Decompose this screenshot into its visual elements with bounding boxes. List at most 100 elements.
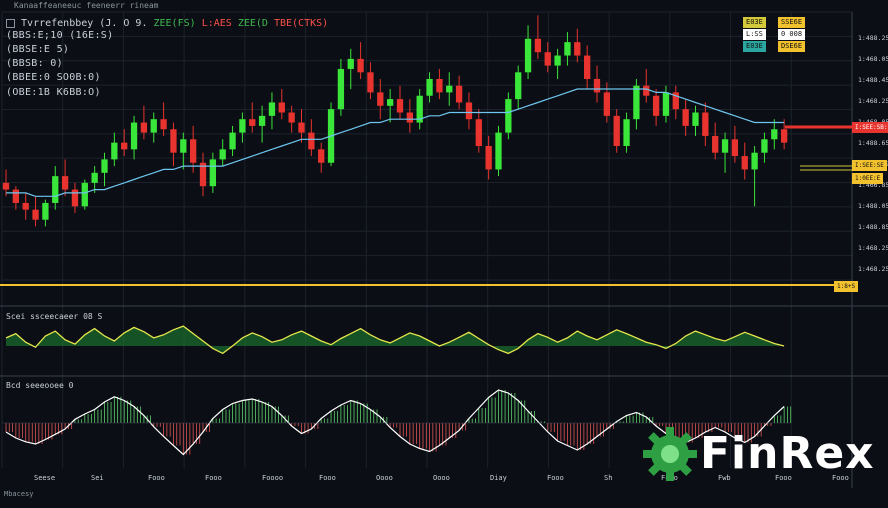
x-tick-label: Oooo <box>376 474 393 482</box>
y-tick-label: 1:468.25 <box>858 244 888 252</box>
candle-body <box>613 115 620 146</box>
candle-body <box>652 95 660 116</box>
candle-body <box>308 132 315 150</box>
y-tick-label: 1:488.25 <box>858 34 888 42</box>
candle-body <box>61 176 69 190</box>
x-tick-label: Fooo <box>205 474 222 482</box>
candle-body <box>593 79 601 93</box>
candle-body <box>633 85 640 120</box>
candle-body <box>386 99 394 106</box>
legend-square-icon <box>6 18 15 28</box>
y-tick-label: 1:488.85 <box>858 223 888 231</box>
legend-box: 0 008 <box>778 29 806 40</box>
candle-body <box>52 176 59 203</box>
candle-body <box>524 38 532 73</box>
candle-body <box>534 38 542 53</box>
candle-body <box>436 79 443 93</box>
candle-body <box>150 119 157 133</box>
candle-body <box>396 99 404 113</box>
candle-body <box>672 92 679 110</box>
candle-body <box>712 135 719 153</box>
candle-body <box>140 122 148 133</box>
candle-body <box>426 79 433 96</box>
info-line: (BBS:E;10 (16E:S) <box>6 30 114 41</box>
candle-body <box>249 119 256 126</box>
candle-body <box>81 182 88 207</box>
candle-body <box>268 102 276 116</box>
candle-body <box>239 119 246 133</box>
candle-body <box>219 149 226 160</box>
candle-body <box>416 95 423 123</box>
oscillator-1-label: Scei ssceecaeer 08 S <box>6 312 103 321</box>
candle-body <box>603 92 611 116</box>
oscillator-1-line <box>5 325 785 355</box>
candle-body <box>377 92 384 106</box>
candle-body <box>583 55 591 79</box>
candle-body <box>318 149 325 163</box>
candle-body <box>741 156 748 170</box>
x-tick-label: Sei <box>91 474 104 482</box>
x-tick-label: Sh <box>604 474 612 482</box>
candle-body <box>367 72 374 93</box>
candle-body <box>475 119 482 146</box>
legend-box: SSE6E <box>778 17 806 28</box>
candle-body <box>170 129 177 153</box>
candle-body <box>406 112 414 123</box>
candle-body <box>209 159 217 187</box>
header-value: ZEE(D <box>237 18 268 29</box>
candle-body <box>515 72 522 100</box>
candle-body <box>189 139 197 163</box>
x-tick-label: Diay <box>490 474 507 482</box>
candle-body <box>229 132 236 150</box>
x-tick-label: Fooo <box>775 474 792 482</box>
candle-body <box>702 112 709 136</box>
candle-body <box>357 58 364 73</box>
candle-body <box>564 42 571 56</box>
candle-body <box>160 119 167 130</box>
candle-body <box>643 85 650 96</box>
candle-body <box>288 112 295 123</box>
y-tick-label: 1:466.85 <box>858 181 888 189</box>
candle-body <box>485 146 492 170</box>
candle-body <box>554 55 561 66</box>
candle-body <box>258 115 266 126</box>
moving-average-line <box>6 88 785 197</box>
oscillator-2-label: Bcd seeeooee 0 <box>6 381 74 390</box>
candle-body <box>574 42 581 56</box>
header-value: L:AES <box>201 18 232 29</box>
candle-body <box>199 162 207 187</box>
candle-body <box>101 159 108 173</box>
x-tick-label: Fooo <box>148 474 165 482</box>
candle-body <box>751 152 758 170</box>
candle-body <box>42 202 49 220</box>
oscillator-1-area <box>6 326 785 354</box>
current-price-tag: I:SEE:SB: <box>852 122 888 133</box>
candle-body <box>682 109 689 126</box>
candle-body <box>347 58 354 69</box>
candle-body <box>662 92 670 116</box>
candle-body <box>780 129 788 143</box>
legend-box: E03E <box>743 41 766 52</box>
y-tick-label: 1:488.65 <box>858 139 888 147</box>
finrex-gear-icon <box>643 427 697 481</box>
y-tick-label: 1:468.05 <box>858 55 888 63</box>
header-value: ZEE(FS) <box>153 18 196 29</box>
candle-body <box>721 139 729 153</box>
candle-body <box>71 189 79 207</box>
footer-label: Mbacesy <box>4 490 34 498</box>
candle-body <box>12 189 20 203</box>
symbol-header: Tvrrefenbbey (J. O 9. ZEE(FS) L:AES ZEE(… <box>6 18 328 29</box>
x-tick-label: Seese <box>34 474 55 482</box>
candle-body <box>130 122 138 150</box>
info-line: (OBE:1B K6BB:O) <box>6 87 101 98</box>
candle-body <box>337 68 345 110</box>
candle-body <box>455 85 463 103</box>
x-tick-label: Fooo <box>319 474 336 482</box>
x-tick-label: Fwb <box>718 474 731 482</box>
candle-body <box>692 112 699 126</box>
header-value: TBE(CTKS) <box>273 18 329 29</box>
x-tick-label: Fooo <box>832 474 849 482</box>
symbol-line: Tvrrefenbbey (J. O 9. <box>21 18 148 29</box>
candle-body <box>731 139 739 157</box>
